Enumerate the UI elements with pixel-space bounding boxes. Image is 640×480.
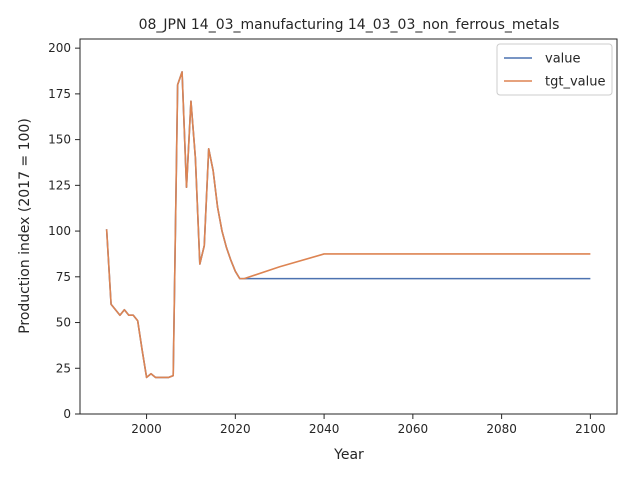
x-axis: 2000 2020 2040 2060 2080 2100 [131,414,606,436]
series-line-value [105,71,591,379]
y-tick-label: 100 [48,224,71,238]
plot-frame [79,38,618,415]
y-axis: 0 25 50 75 100 125 150 175 200 [48,41,80,421]
y-tick-label: 0 [63,407,71,421]
x-axis-label: Year [333,447,364,463]
x-tick-label: 2080 [486,422,517,436]
chart-title: 08_JPN 14_03_manufacturing 14_03_03_non_… [139,17,560,33]
y-tick-label: 200 [48,41,71,55]
y-tick-label: 25 [56,361,71,375]
x-tick-label: 2040 [309,422,340,436]
y-tick-label: 50 [56,316,71,330]
y-axis-label: Production index (2017 = 100) [17,118,33,334]
y-tick-label: 175 [48,87,71,101]
x-tick-label: 2100 [575,422,606,436]
series-lines [105,71,591,379]
legend: value tgt_value [496,43,613,96]
legend-label: value [545,52,581,67]
series-line-tgt-value [105,71,591,379]
x-tick-label: 2000 [131,422,162,436]
x-tick-label: 2060 [398,422,429,436]
y-tick-label: 125 [48,178,71,192]
y-tick-label: 150 [48,133,71,147]
y-tick-label: 75 [56,270,71,284]
plot-area [79,38,618,415]
legend-label: tgt_value [545,75,605,90]
legend-box [496,43,613,96]
x-tick-label: 2020 [220,422,251,436]
